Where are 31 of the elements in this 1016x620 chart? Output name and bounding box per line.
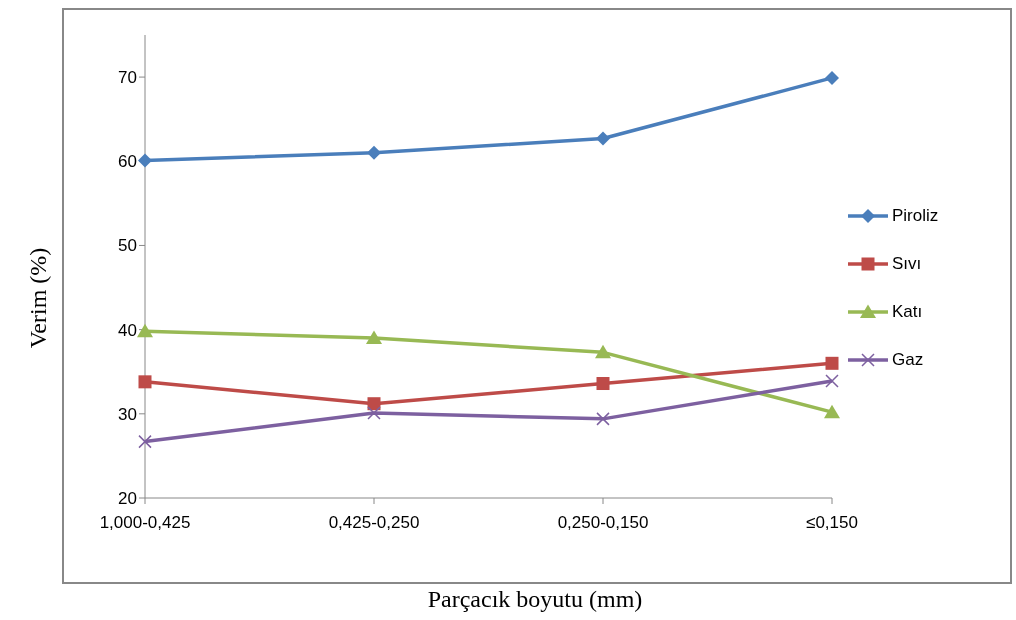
legend-label: Katı <box>892 302 923 322</box>
point <box>596 412 610 426</box>
y-tick-label: 70 <box>118 68 137 88</box>
point <box>825 70 839 85</box>
point <box>596 131 610 146</box>
y-tick-label: 40 <box>118 320 137 340</box>
y-tick-label: 50 <box>118 236 137 256</box>
point <box>138 434 152 449</box>
point <box>138 375 152 389</box>
y-tick-label: 30 <box>118 404 137 424</box>
point <box>825 356 839 370</box>
y-axis-title: Verim (%) <box>24 247 52 349</box>
point <box>367 406 381 420</box>
legend-label: Piroliz <box>892 206 939 226</box>
point <box>825 374 839 388</box>
x-tick-label: 0,425-0,250 <box>328 513 420 533</box>
y-tick-label: 60 <box>118 152 137 172</box>
x-tick-label: 0,250-0,150 <box>557 513 649 533</box>
x-tick-label: ≤0,150 <box>806 513 858 533</box>
point <box>596 377 610 391</box>
point <box>595 344 611 359</box>
point <box>366 330 382 345</box>
point <box>824 404 840 419</box>
point <box>367 145 381 160</box>
x-axis-title: Parçacık boyutu (mm) <box>426 586 644 613</box>
y-tick-label: 20 <box>118 489 137 509</box>
legend-label: Sıvı <box>892 254 922 274</box>
legend-label: Gaz <box>892 350 924 370</box>
point <box>138 153 152 168</box>
x-tick-label: 1,000-0,425 <box>99 513 191 533</box>
point <box>137 323 153 338</box>
